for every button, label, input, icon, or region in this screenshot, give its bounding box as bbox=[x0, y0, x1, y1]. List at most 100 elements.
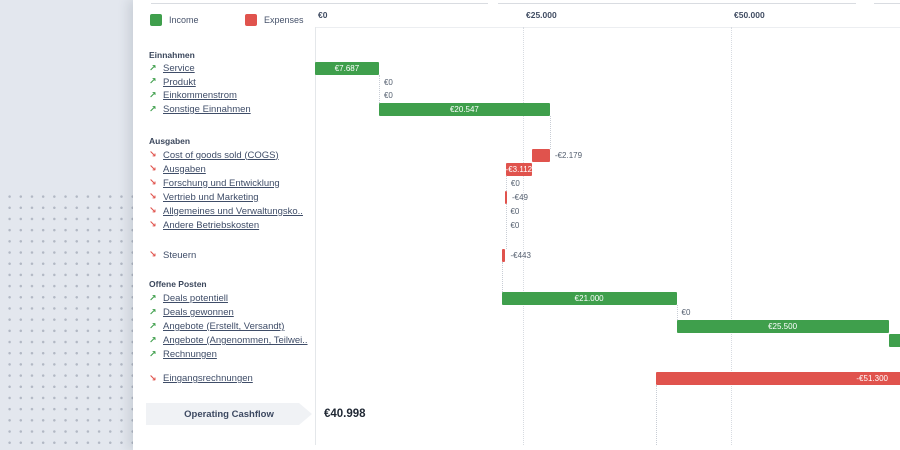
connector-line bbox=[676, 305, 678, 320]
income-arrow-icon: ↗ bbox=[149, 63, 157, 74]
bar-value-label: €0 bbox=[681, 308, 691, 317]
category-link-ausgaben[interactable]: Ausgaben bbox=[163, 163, 206, 175]
list-item-deals-potentiell: ↗ Deals potentiell bbox=[149, 292, 228, 305]
list-item-rechnungen: ↗ Rechnungen bbox=[149, 348, 217, 361]
expense-arrow-icon: ↘ bbox=[149, 164, 157, 174]
category-link-vertrieb-und-marketing[interactable]: Vertrieb und Marketing bbox=[163, 191, 259, 203]
operating-cashflow-value: €40.998 bbox=[324, 408, 366, 420]
list-item-service: ↗ Service bbox=[149, 62, 195, 75]
category-link-deals-potentiell[interactable]: Deals potentiell bbox=[163, 293, 228, 304]
bar-value-label: €0 bbox=[383, 77, 393, 87]
connector-line bbox=[656, 385, 658, 445]
category-link-deals-gewonnen[interactable]: Deals gewonnen bbox=[163, 307, 234, 318]
expense-arrow-icon: ↘ bbox=[149, 373, 157, 384]
category-link-allgemeines-und-verwaltungsko[interactable]: Allgemeines und Verwaltungsko.. bbox=[163, 205, 303, 217]
card-top-border bbox=[498, 3, 856, 4]
bar-cost-of-goods-sold-cogs[interactable] bbox=[531, 148, 550, 162]
category-link-service[interactable]: Service bbox=[163, 63, 195, 74]
bar-value-label: €7.687 bbox=[334, 64, 360, 73]
bar-value-label: -€443 bbox=[510, 250, 531, 260]
category-link-sonstige-einnahmen[interactable]: Sonstige Einnahmen bbox=[163, 104, 251, 115]
list-item-eingangsrechnungen: ↘ Eingangsrechnungen bbox=[149, 372, 253, 385]
expenses-swatch-icon bbox=[245, 14, 257, 26]
bar-value-label: -€51.300 bbox=[856, 374, 888, 383]
bar-value-label: -€49 bbox=[511, 192, 528, 202]
connector-line bbox=[501, 261, 503, 292]
bar-service[interactable]: €7.687 bbox=[315, 62, 379, 75]
category-link-forschung-und-entwicklung[interactable]: Forschung und Entwicklung bbox=[163, 177, 280, 189]
category-link-produkt[interactable]: Produkt bbox=[163, 76, 196, 88]
category-link-eingangsrechnungen[interactable]: Eingangsrechnungen bbox=[163, 373, 253, 384]
bar-value-label: -€3.112 bbox=[505, 164, 533, 174]
axis-tick-label: €0 bbox=[318, 10, 328, 20]
list-item-cost-of-goods-sold-cogs: ↘ Cost of goods sold (COGS) bbox=[149, 149, 279, 162]
income-arrow-icon: ↗ bbox=[149, 77, 157, 87]
list-item-sonstige-einnahmen: ↗ Sonstige Einnahmen bbox=[149, 103, 251, 116]
income-arrow-icon: ↗ bbox=[149, 90, 157, 101]
legend-item-expenses[interactable]: Expenses bbox=[245, 13, 304, 27]
income-arrow-icon: ↗ bbox=[149, 307, 157, 318]
axis-tick-label: €25.000 bbox=[526, 10, 557, 20]
gridline bbox=[523, 27, 524, 445]
bar-value-label: €0 bbox=[510, 178, 520, 188]
bar-value-label: €0 bbox=[510, 220, 520, 230]
category-link-cost-of-goods-sold-cogs[interactable]: Cost of goods sold (COGS) bbox=[163, 149, 279, 161]
expense-arrow-icon: ↘ bbox=[149, 206, 157, 216]
bar-sonstige-einnahmen[interactable]: €20.547 bbox=[378, 103, 550, 116]
legend-expenses-label: Expenses bbox=[264, 15, 304, 25]
connector-line bbox=[378, 75, 380, 103]
bar-value-label: €20.547 bbox=[449, 105, 479, 114]
bar-value-label: -€2.179 bbox=[554, 150, 583, 160]
card-top-border bbox=[874, 3, 900, 4]
income-arrow-icon: ↗ bbox=[149, 349, 157, 360]
bar-deals-potentiell[interactable]: €21.000 bbox=[501, 292, 677, 305]
list-item-vertrieb-und-marketing: ↘ Vertrieb und Marketing bbox=[149, 191, 259, 204]
list-item-einkommenstrom: ↗ Einkommenstrom bbox=[149, 89, 237, 102]
bar-ausgaben[interactable]: -€3.112 bbox=[505, 162, 533, 176]
bar-angebote-erstellt-versandt[interactable]: €25.500 bbox=[676, 320, 889, 333]
bar-value-label: €25.500 bbox=[768, 322, 798, 331]
axis-tick-label: €50.000 bbox=[734, 10, 765, 20]
category-label-steuern: Steuern bbox=[163, 249, 197, 261]
list-item-allgemeines-und-verwaltungsko: ↘ Allgemeines und Verwaltungsko.. bbox=[149, 205, 303, 218]
list-item-ausgaben: ↘ Ausgaben bbox=[149, 163, 206, 176]
list-item-andere-betriebskosten: ↘ Andere Betriebskosten bbox=[149, 219, 259, 232]
operating-cashflow-banner: Operating Cashflow bbox=[146, 403, 312, 425]
bar-vertrieb-und-marketing[interactable] bbox=[505, 190, 507, 204]
category-link-angebote-angenommen-teilwei[interactable]: Angebote (Angenommen, Teilwei.. bbox=[163, 335, 308, 346]
list-item-angebote-erstellt-versandt: ↗ Angebote (Erstellt, Versandt) bbox=[149, 320, 284, 333]
expense-arrow-icon: ↘ bbox=[149, 150, 157, 160]
income-swatch-icon bbox=[150, 14, 162, 26]
left-background bbox=[0, 0, 133, 450]
expense-arrow-icon: ↘ bbox=[149, 192, 157, 202]
category-link-andere-betriebskosten[interactable]: Andere Betriebskosten bbox=[163, 219, 260, 231]
list-item-steuern: ↘ Steuern bbox=[149, 249, 196, 262]
axis-header-line bbox=[315, 27, 900, 28]
bar-eingangsrechnungen[interactable]: -€51.300 bbox=[656, 372, 900, 385]
list-item-angebote-angenommen-teilwei: ↗ Angebote (Angenommen, Teilwei.. bbox=[149, 334, 308, 347]
list-item-forschung-und-entwicklung: ↘ Forschung und Entwicklung bbox=[149, 177, 280, 190]
list-item-produkt: ↗ Produkt bbox=[149, 76, 196, 89]
income-arrow-icon: ↗ bbox=[149, 104, 157, 115]
category-link-angebote-erstellt-versandt[interactable]: Angebote (Erstellt, Versandt) bbox=[163, 321, 285, 332]
axis-zero-line bbox=[315, 27, 316, 445]
bar-value-label: €0 bbox=[383, 91, 393, 100]
expense-arrow-icon: ↘ bbox=[149, 220, 157, 230]
bar-value-label: €21.000 bbox=[574, 294, 604, 303]
category-link-einkommenstrom[interactable]: Einkommenstrom bbox=[163, 90, 237, 101]
list-item-deals-gewonnen: ↗ Deals gewonnen bbox=[149, 306, 234, 319]
section-heading-einnahmen: Einnahmen bbox=[149, 50, 195, 60]
bar-angebote-angenommen-teilwei[interactable] bbox=[888, 334, 900, 347]
legend-item-income[interactable]: Income bbox=[150, 13, 199, 27]
income-arrow-icon: ↗ bbox=[149, 335, 157, 346]
gridline bbox=[731, 27, 732, 445]
income-arrow-icon: ↗ bbox=[149, 293, 157, 304]
bar-value-label: €0 bbox=[510, 206, 520, 216]
income-arrow-icon: ↗ bbox=[149, 321, 157, 332]
section-heading-offene-posten: Offene Posten bbox=[149, 279, 207, 289]
bar-steuern[interactable] bbox=[501, 248, 506, 262]
category-link-rechnungen[interactable]: Rechnungen bbox=[163, 349, 217, 360]
card-top-border bbox=[151, 3, 488, 4]
